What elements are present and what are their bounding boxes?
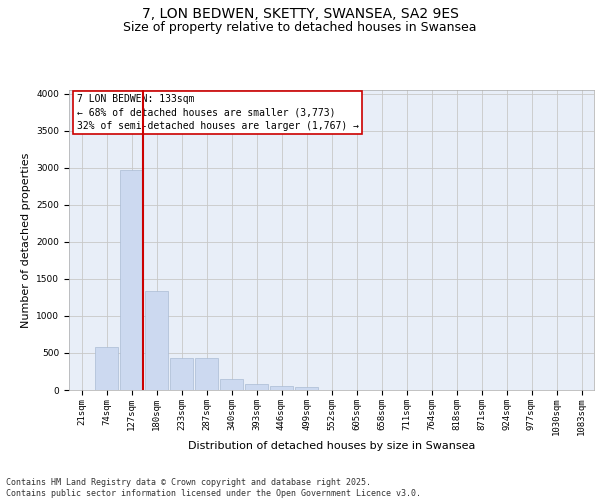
- Bar: [220, 378, 244, 390]
- Bar: [295, 386, 319, 390]
- Y-axis label: Number of detached properties: Number of detached properties: [21, 152, 31, 328]
- Bar: [245, 384, 268, 390]
- Bar: [269, 386, 293, 390]
- Text: Size of property relative to detached houses in Swansea: Size of property relative to detached ho…: [123, 21, 477, 34]
- X-axis label: Distribution of detached houses by size in Swansea: Distribution of detached houses by size …: [188, 441, 475, 451]
- Bar: [194, 358, 218, 390]
- Bar: [95, 347, 118, 390]
- Text: 7, LON BEDWEN, SKETTY, SWANSEA, SA2 9ES: 7, LON BEDWEN, SKETTY, SWANSEA, SA2 9ES: [142, 8, 458, 22]
- Bar: [119, 170, 143, 390]
- Bar: [145, 290, 169, 390]
- Text: 7 LON BEDWEN: 133sqm
← 68% of detached houses are smaller (3,773)
32% of semi-de: 7 LON BEDWEN: 133sqm ← 68% of detached h…: [77, 94, 359, 131]
- Text: Contains HM Land Registry data © Crown copyright and database right 2025.
Contai: Contains HM Land Registry data © Crown c…: [6, 478, 421, 498]
- Bar: [170, 358, 193, 390]
